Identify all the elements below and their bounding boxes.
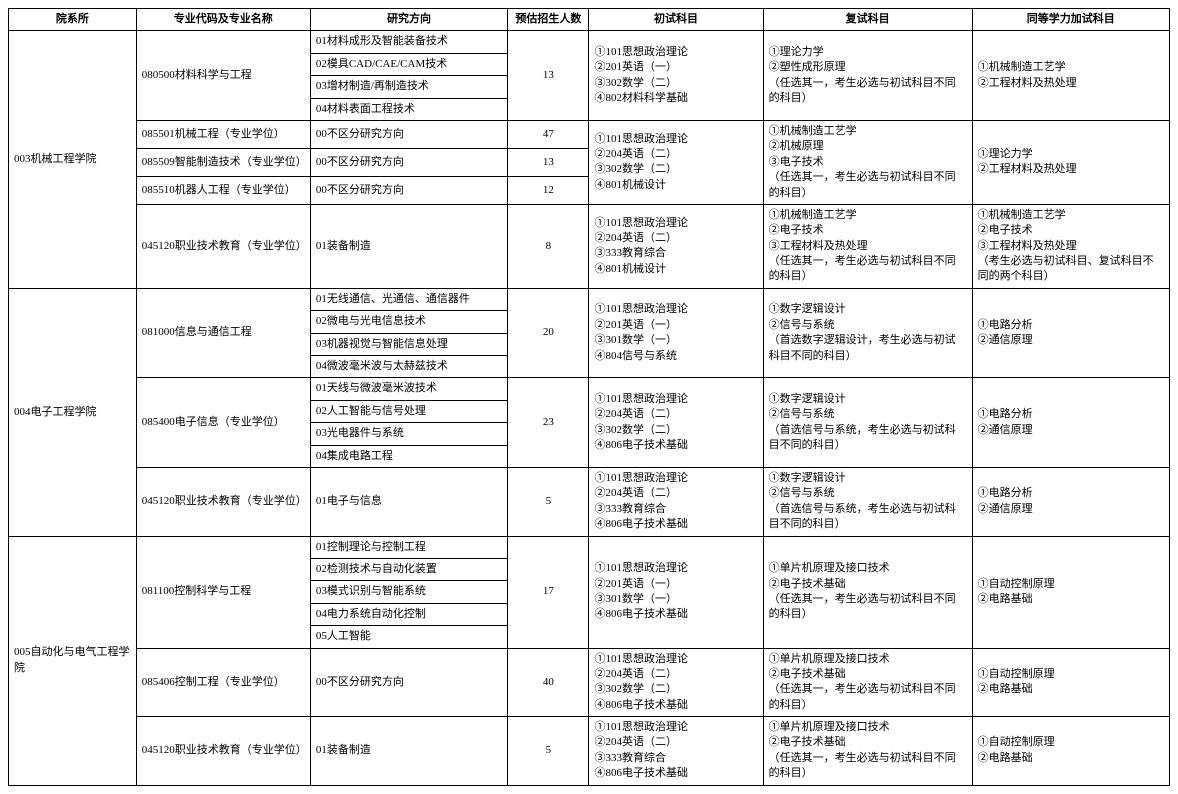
exam2-cell: ①数字逻辑设计②信号与系统（首选数字逻辑设计，考生必选与初试科目不同的科目） bbox=[763, 288, 972, 378]
major-cell: 085406控制工程（专业学位） bbox=[136, 648, 310, 717]
direction-cell: 01控制理论与控制工程 bbox=[310, 536, 507, 558]
direction-cell: 04微波毫米波与太赫兹技术 bbox=[310, 356, 507, 378]
dept-cell: 005自动化与电气工程学院 bbox=[9, 536, 137, 785]
direction-cell: 03光电器件与系统 bbox=[310, 423, 507, 445]
exam1-cell: ①101思想政治理论②201英语（一）③301数学（一）④804信号与系统 bbox=[589, 288, 763, 378]
header-major: 专业代码及专业名称 bbox=[136, 9, 310, 31]
major-cell: 085501机械工程（专业学位） bbox=[136, 120, 310, 148]
major-cell: 085400电子信息（专业学位） bbox=[136, 378, 310, 468]
direction-cell: 04集成电路工程 bbox=[310, 445, 507, 467]
table-row: 005自动化与电气工程学院 081100控制科学与工程 01控制理论与控制工程 … bbox=[9, 536, 1170, 558]
exam2-cell: ①单片机原理及接口技术②电子技术基础（任选其一，考生必选与初试科目不同的科目） bbox=[763, 536, 972, 648]
exam3-cell: ①电路分析②通信原理 bbox=[972, 378, 1169, 468]
table-row: 085406控制工程（专业学位） 00不区分研究方向 40 ①101思想政治理论… bbox=[9, 648, 1170, 717]
exam1-cell: ①101思想政治理论②201英语（一）③302数学（二）④802材料科学基础 bbox=[589, 31, 763, 121]
enrollment-cell: 23 bbox=[508, 378, 589, 468]
direction-cell: 05人工智能 bbox=[310, 626, 507, 648]
table-row: 003机械工程学院 080500材料科学与工程 01材料成形及智能装备技术 13… bbox=[9, 31, 1170, 53]
table-row: 045120职业技术教育（专业学位） 01装备制造 5 ①101思想政治理论②2… bbox=[9, 717, 1170, 786]
direction-cell: 00不区分研究方向 bbox=[310, 648, 507, 717]
exam3-cell: ①电路分析②通信原理 bbox=[972, 288, 1169, 378]
exam3-cell: ①机械制造工艺学②电子技术③工程材料及热处理（考生必选与初试科目、复试科目不同的… bbox=[972, 204, 1169, 288]
header-exam1: 初试科目 bbox=[589, 9, 763, 31]
major-cell: 045120职业技术教育（专业学位） bbox=[136, 204, 310, 288]
exam3-cell: ①机械制造工艺学②工程材料及热处理 bbox=[972, 31, 1169, 121]
exam3-cell: ①理论力学②工程材料及热处理 bbox=[972, 120, 1169, 204]
table-row: 045120职业技术教育（专业学位） 01装备制造 8 ①101思想政治理论②2… bbox=[9, 204, 1170, 288]
dept-cell: 004电子工程学院 bbox=[9, 288, 137, 536]
direction-cell: 01装备制造 bbox=[310, 717, 507, 786]
admissions-table: 院系所 专业代码及专业名称 研究方向 预估招生人数 初试科目 复试科目 同等学力… bbox=[8, 8, 1170, 786]
direction-cell: 01材料成形及智能装备技术 bbox=[310, 31, 507, 53]
major-cell: 081100控制科学与工程 bbox=[136, 536, 310, 648]
direction-cell: 04电力系统自动化控制 bbox=[310, 603, 507, 625]
direction-cell: 00不区分研究方向 bbox=[310, 148, 507, 176]
exam2-cell: ①理论力学②塑性成形原理（任选其一，考生必选与初试科目不同的科目） bbox=[763, 31, 972, 121]
exam3-cell: ①自动控制原理②电路基础 bbox=[972, 536, 1169, 648]
enrollment-cell: 5 bbox=[508, 717, 589, 786]
header-direction: 研究方向 bbox=[310, 9, 507, 31]
exam2-cell: ①机械制造工艺学②机械原理③电子技术（任选其一，考生必选与初试科目不同的科目） bbox=[763, 120, 972, 204]
enrollment-cell: 5 bbox=[508, 467, 589, 536]
direction-cell: 01天线与微波毫米波技术 bbox=[310, 378, 507, 400]
exam1-cell: ①101思想政治理论②204英语（二）③302数学（二）④806电子技术基础 bbox=[589, 648, 763, 717]
exam2-cell: ①数字逻辑设计②信号与系统（首选信号与系统，考生必选与初试科目不同的科目） bbox=[763, 467, 972, 536]
exam3-cell: ①自动控制原理②电路基础 bbox=[972, 717, 1169, 786]
direction-cell: 01无线通信、光通信、通信器件 bbox=[310, 288, 507, 310]
enrollment-cell: 17 bbox=[508, 536, 589, 648]
exam1-cell: ①101思想政治理论②204英语（二）③333教育综合④801机械设计 bbox=[589, 204, 763, 288]
table-header-row: 院系所 专业代码及专业名称 研究方向 预估招生人数 初试科目 复试科目 同等学力… bbox=[9, 9, 1170, 31]
table-row: 004电子工程学院 081000信息与通信工程 01无线通信、光通信、通信器件 … bbox=[9, 288, 1170, 310]
enrollment-cell: 47 bbox=[508, 120, 589, 148]
major-cell: 045120职业技术教育（专业学位） bbox=[136, 717, 310, 786]
enrollment-cell: 12 bbox=[508, 176, 589, 204]
exam1-cell: ①101思想政治理论②204英语（二）③302数学（二）④801机械设计 bbox=[589, 120, 763, 204]
major-cell: 081000信息与通信工程 bbox=[136, 288, 310, 378]
exam2-cell: ①单片机原理及接口技术②电子技术基础（任选其一，考生必选与初试科目不同的科目） bbox=[763, 648, 972, 717]
direction-cell: 03模式识别与智能系统 bbox=[310, 581, 507, 603]
table-row: 085400电子信息（专业学位） 01天线与微波毫米波技术 23 ①101思想政… bbox=[9, 378, 1170, 400]
dept-cell: 003机械工程学院 bbox=[9, 31, 137, 288]
exam1-cell: ①101思想政治理论②201英语（一）③301数学（一）④806电子技术基础 bbox=[589, 536, 763, 648]
enrollment-cell: 8 bbox=[508, 204, 589, 288]
header-dept: 院系所 bbox=[9, 9, 137, 31]
enrollment-cell: 13 bbox=[508, 148, 589, 176]
header-exam3: 同等学力加试科目 bbox=[972, 9, 1169, 31]
major-cell: 085509智能制造技术（专业学位） bbox=[136, 148, 310, 176]
direction-cell: 02人工智能与信号处理 bbox=[310, 400, 507, 422]
table-row: 045120职业技术教育（专业学位） 01电子与信息 5 ①101思想政治理论②… bbox=[9, 467, 1170, 536]
direction-cell: 02微电与光电信息技术 bbox=[310, 311, 507, 333]
exam2-cell: ①机械制造工艺学②电子技术③工程材料及热处理（任选其一，考生必选与初试科目不同的… bbox=[763, 204, 972, 288]
exam2-cell: ①数字逻辑设计②信号与系统（首选信号与系统，考生必选与初试科目不同的科目） bbox=[763, 378, 972, 468]
enrollment-cell: 20 bbox=[508, 288, 589, 378]
direction-cell: 00不区分研究方向 bbox=[310, 176, 507, 204]
major-cell: 085510机器人工程（专业学位） bbox=[136, 176, 310, 204]
header-enrollment: 预估招生人数 bbox=[508, 9, 589, 31]
enrollment-cell: 13 bbox=[508, 31, 589, 121]
direction-cell: 03增材制造/再制造技术 bbox=[310, 76, 507, 98]
direction-cell: 01电子与信息 bbox=[310, 467, 507, 536]
header-exam2: 复试科目 bbox=[763, 9, 972, 31]
enrollment-cell: 40 bbox=[508, 648, 589, 717]
exam2-cell: ①单片机原理及接口技术②电子技术基础（任选其一，考生必选与初试科目不同的科目） bbox=[763, 717, 972, 786]
direction-cell: 03机器视觉与智能信息处理 bbox=[310, 333, 507, 355]
exam1-cell: ①101思想政治理论②204英语（二）③302数学（二）④806电子技术基础 bbox=[589, 378, 763, 468]
major-cell: 080500材料科学与工程 bbox=[136, 31, 310, 121]
direction-cell: 01装备制造 bbox=[310, 204, 507, 288]
major-cell: 045120职业技术教育（专业学位） bbox=[136, 467, 310, 536]
direction-cell: 02模具CAD/CAE/CAM技术 bbox=[310, 53, 507, 75]
table-row: 085501机械工程（专业学位） 00不区分研究方向 47 ①101思想政治理论… bbox=[9, 120, 1170, 148]
exam3-cell: ①自动控制原理②电路基础 bbox=[972, 648, 1169, 717]
direction-cell: 04材料表面工程技术 bbox=[310, 98, 507, 120]
exam1-cell: ①101思想政治理论②204英语（二）③333教育综合④806电子技术基础 bbox=[589, 717, 763, 786]
exam1-cell: ①101思想政治理论②204英语（二）③333教育综合④806电子技术基础 bbox=[589, 467, 763, 536]
exam3-cell: ①电路分析②通信原理 bbox=[972, 467, 1169, 536]
direction-cell: 00不区分研究方向 bbox=[310, 120, 507, 148]
direction-cell: 02检测技术与自动化装置 bbox=[310, 558, 507, 580]
